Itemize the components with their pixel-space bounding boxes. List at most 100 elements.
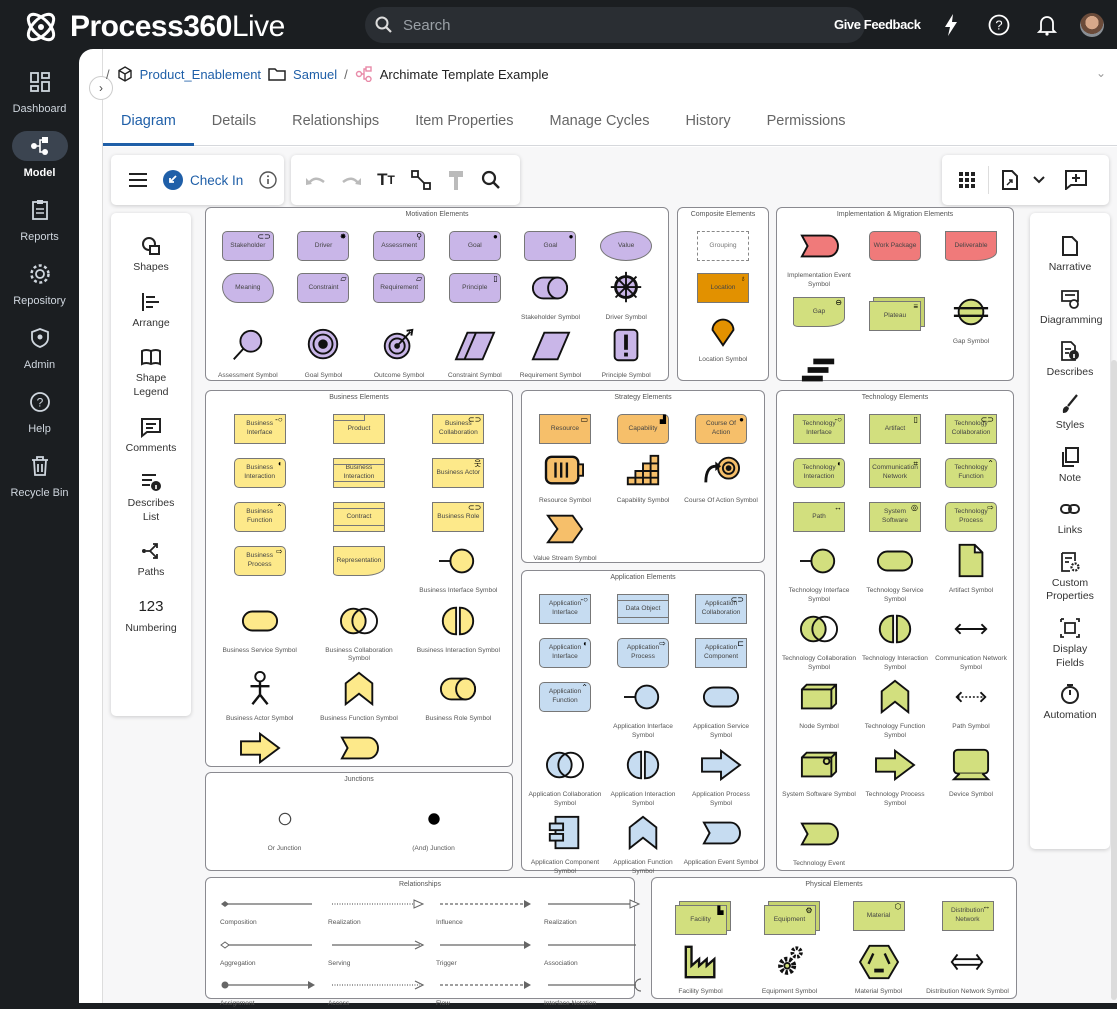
shape-gap[interactable]: ⊖ Gap <box>793 297 845 328</box>
symbol-capability-symbol[interactable]: Capability Symbol <box>617 452 669 506</box>
tool-shapes[interactable]: Shapes <box>133 235 169 275</box>
nav-item-reports[interactable]: Reports <box>0 195 79 243</box>
shape-goal[interactable]: ● Goal <box>448 231 501 261</box>
shape-contract[interactable]: Contract <box>332 502 385 532</box>
tab-relationships[interactable]: Relationships <box>292 113 380 129</box>
panel-motivation[interactable]: Motivation Elements ⊂⊃ Stakeholder ✸ Driver ⚲… <box>205 207 669 381</box>
shape-requirement[interactable]: ▱ Requirement <box>373 273 426 303</box>
avatar[interactable] <box>1080 13 1104 37</box>
relationship-association[interactable]: Association <box>534 938 642 969</box>
tool-numbering[interactable]: 123 Numbering <box>125 596 176 636</box>
panel-strategy[interactable]: Strategy Elements ▭ Resource ▟ Capability ● Co… <box>521 390 765 563</box>
symbol-application-component-symbol[interactable]: Application Component Symbol <box>526 814 604 876</box>
tool-custom-properties[interactable]: Custom Properties <box>1040 551 1100 604</box>
symbol-distribution-network-symbol[interactable]: Distribution Network Symbol <box>926 943 1009 997</box>
nav-item-repository[interactable]: Repository <box>0 259 79 307</box>
symbol-application-interface-symbol[interactable]: Application Interface Symbol <box>604 678 682 740</box>
symbol-business-collaboration-symbol[interactable]: Business Collaboration Symbol <box>316 602 402 664</box>
symbol-technology-interface-symbol[interactable]: Technology Interface Symbol <box>781 542 857 604</box>
shape-artifact[interactable]: ▯ Artifact <box>869 414 921 444</box>
symbol-communication-network-symbol[interactable]: Communication Network Symbol <box>933 610 1009 672</box>
symbol-technology-service-symbol[interactable]: Technology Service Symbol <box>857 542 933 604</box>
export-icon[interactable] <box>997 167 1023 193</box>
shape-constraint[interactable]: ▱ Constraint <box>297 273 350 303</box>
tool-paths[interactable]: Paths <box>138 540 164 580</box>
connector-icon[interactable] <box>408 167 434 193</box>
shape-resource[interactable]: ▭ Resource <box>539 414 591 444</box>
shape-application-component[interactable]: ⊏ Application Component <box>695 638 747 668</box>
symbol-application-collaboration-symbol[interactable]: Application Collaboration Symbol <box>526 746 604 808</box>
symbol-constraint-symbol[interactable]: Constraint Symbol <box>448 327 502 381</box>
symbol-facility-symbol[interactable]: Facility Symbol <box>678 943 724 997</box>
shape-business-interface[interactable]: -○ Business Interface <box>233 414 286 444</box>
symbol-technology-event[interactable]: Technology Event <box>793 815 845 869</box>
scrollbar[interactable] <box>1111 360 1117 1000</box>
shape-grouping[interactable]: Grouping <box>697 231 749 261</box>
panel-business[interactable]: Business Elements -○ Business Interface Pro… <box>205 390 513 781</box>
shape-representation[interactable]: Representation <box>332 546 385 576</box>
chevron-down-icon[interactable]: ⌄ <box>1096 66 1107 80</box>
nav-item-recycle-bin[interactable]: Recycle Bin <box>0 451 79 499</box>
shape-capability[interactable]: ▟ Capability <box>617 414 669 444</box>
tool-narrative[interactable]: Narrative <box>1049 235 1091 275</box>
symbol-technology-process-symbol[interactable]: Technology Process Symbol <box>857 746 933 808</box>
shape-location[interactable]: ♁ Location <box>697 273 749 303</box>
shape-business-collaboration[interactable]: ⊂⊃ Business Collaboration <box>432 414 485 444</box>
panel-relationships[interactable]: Relationships Composition Realization Influ… <box>205 877 642 1007</box>
tab-manage-cycles[interactable]: Manage Cycles <box>549 113 650 129</box>
panel-composite[interactable]: Composite Elements Grouping ♁ Location Locat… <box>677 207 769 381</box>
symbol-course-of-action-symbol[interactable]: Course Of Action Symbol <box>684 452 758 506</box>
chevron-down-icon[interactable] <box>1031 167 1047 193</box>
shape-business-interaction[interactable]: Business Interaction <box>332 458 385 488</box>
grid-icon[interactable] <box>954 167 980 193</box>
symbol-stakeholder-symbol[interactable]: Stakeholder Symbol <box>521 269 580 323</box>
give-feedback-button[interactable]: Give Feedback <box>834 17 921 32</box>
symbol-equipment-symbol[interactable]: Equipment Symbol <box>762 943 817 997</box>
relationship-composition[interactable]: Composition <box>210 897 318 928</box>
shape-work-package[interactable]: Work Package <box>869 231 921 261</box>
symbol-material-symbol[interactable]: Material Symbol <box>855 943 902 997</box>
relationship-interface-notation[interactable]: Interface Notation <box>534 978 642 1009</box>
search-input[interactable] <box>403 16 803 34</box>
symbol-requirement-symbol[interactable]: Requirement Symbol <box>520 327 581 381</box>
symbol-assessment-symbol[interactable]: Assessment Symbol <box>218 327 278 381</box>
relationship-access[interactable]: Access <box>318 978 426 1009</box>
symbol-business-service-symbol[interactable]: Business Service Symbol <box>222 602 297 656</box>
symbol-resource-symbol[interactable]: Resource Symbol <box>539 452 591 506</box>
shape-data-object[interactable]: Data Object <box>617 594 669 624</box>
shape-deliverable[interactable]: Deliverable <box>945 231 997 261</box>
shape-technology-interaction[interactable]: ◐ Technology Interaction <box>793 458 845 488</box>
tab-diagram[interactable]: Diagram <box>103 106 194 146</box>
shape-material[interactable]: ⬡ Material <box>852 901 905 931</box>
tool-styles[interactable]: Styles <box>1056 393 1084 433</box>
tool-shape-legend[interactable]: Shape Legend <box>121 346 181 399</box>
symbol-application-event-symbol[interactable]: Application Event Symbol <box>684 814 758 868</box>
shape-value[interactable]: Value <box>600 231 653 261</box>
tool-note[interactable]: Note <box>1059 446 1081 486</box>
check-in-button[interactable]: Check In <box>163 170 243 190</box>
shape-application-collaboration[interactable]: ⊂⊃ Application Collaboration <box>695 594 747 624</box>
breadcrumb-repo-link[interactable]: Product_Enablement <box>139 66 262 82</box>
nav-item-dashboard[interactable]: Dashboard <box>0 67 79 115</box>
panel-physical[interactable]: Physical Elements ▙ Facility ⚙ Equipment ⬡ Mat… <box>651 877 1017 999</box>
panel-application[interactable]: Application Elements -○ Application Interf… <box>521 570 765 875</box>
shape-meaning[interactable]: Meaning <box>221 273 274 303</box>
symbol-application-process-symbol[interactable]: Application Process Symbol <box>682 746 760 808</box>
tool-diagramming[interactable]: Diagramming <box>1040 288 1102 328</box>
help-icon[interactable]: ? <box>986 12 1012 38</box>
shape-application-function[interactable]: ⌃ Application Function <box>539 682 591 712</box>
search-icon[interactable] <box>478 167 504 193</box>
shape-system-software[interactable]: ◎ System Software <box>869 502 921 532</box>
symbol-technology-interaction-symbol[interactable]: Technology Interaction Symbol <box>857 610 933 672</box>
symbol-path-symbol[interactable]: Path Symbol <box>948 678 994 732</box>
symbol-application-service-symbol[interactable]: Application Service Symbol <box>682 678 760 740</box>
undo-icon[interactable] <box>303 167 329 193</box>
relationship-serving[interactable]: Serving <box>318 938 426 969</box>
shape-distribution-network[interactable]: ↔ Distribution Network <box>941 901 994 931</box>
shape-technology-interface[interactable]: -○ Technology Interface <box>793 414 845 444</box>
shape-equipment[interactable]: ⚙ Equipment <box>763 901 816 935</box>
symbol-business-interaction-symbol[interactable]: Business Interaction Symbol <box>417 602 500 656</box>
relationship-assignment[interactable]: Assignment <box>210 978 318 1009</box>
relationship-trigger[interactable]: Trigger <box>426 938 534 969</box>
